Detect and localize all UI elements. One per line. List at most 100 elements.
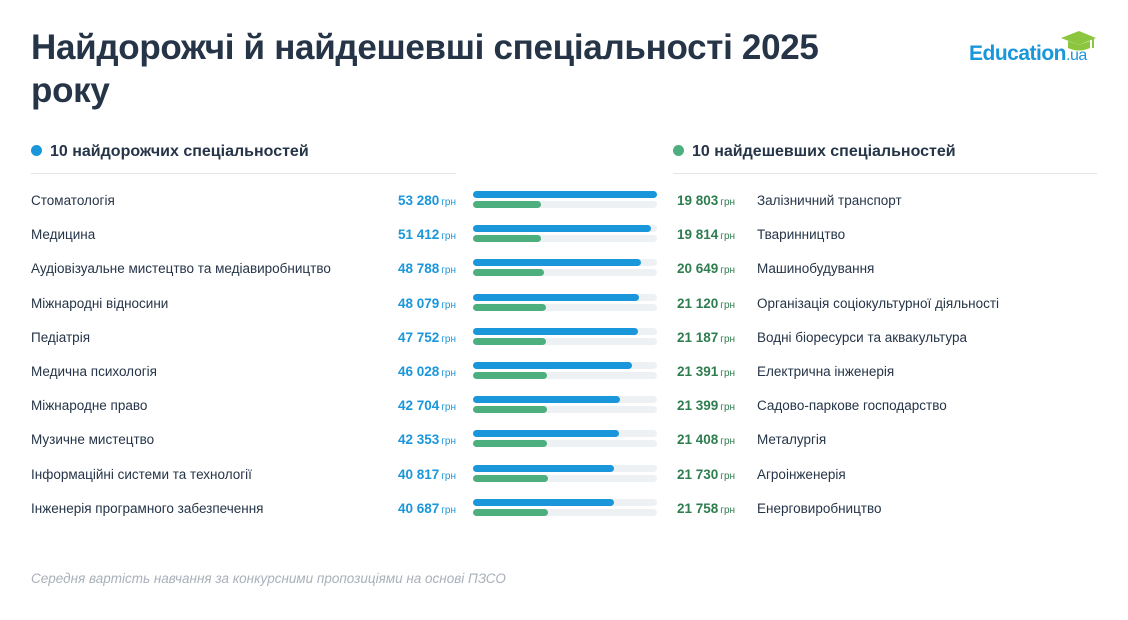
cheap-track (473, 269, 657, 277)
expensive-bar (473, 259, 642, 267)
cheap-name: Тваринництво (757, 227, 846, 243)
expensive-value: 40 687 грн (397, 500, 456, 516)
cheap-bar (473, 337, 547, 345)
expensive-bar (473, 327, 638, 335)
table-row: Педіатрія 47 752 грн 21 187 грн Водні біор… (0, 323, 1128, 357)
table-row: Міжнародні відносини 48 079 грн 21 120 грн… (0, 289, 1128, 323)
expensive-bar (473, 430, 620, 438)
cheap-track (473, 508, 657, 516)
cheap-value: 21 120 грн (677, 295, 736, 311)
expensive-value: 40 817 грн (397, 466, 456, 482)
cheap-bar (473, 235, 542, 243)
cheap-name: Водні біоресурси та аквакультура (757, 329, 968, 345)
expensive-name: Медицина (31, 227, 96, 243)
cheap-name: Залізничний транспорт (757, 193, 902, 208)
expensive-name: Інформаційні системи та технології (31, 466, 252, 482)
expensive-value: 42 353 грн (397, 432, 456, 448)
table-row: Стоматологія 53 280 грн 19 803 грн Залізни… (0, 186, 1128, 220)
expensive-value: 48 079 грн (397, 295, 456, 311)
cheap-track (473, 372, 657, 379)
expensive-name: Музичне мистецтво (31, 432, 155, 448)
cheap-name: Енерговиробництво (757, 500, 882, 516)
cheap-bar (473, 406, 547, 414)
divider (673, 173, 1097, 174)
expensive-bar (473, 293, 640, 301)
cheap-name: Агроінженерія (757, 466, 846, 482)
cheap-name: Електрична інженерія (757, 364, 895, 379)
cheap-value: 21 391 грн (677, 364, 736, 379)
expensive-name: Педіатрія (31, 329, 91, 345)
cheap-bar (473, 372, 547, 379)
expensive-value: 46 028 грн (397, 364, 456, 379)
expensive-track (473, 498, 657, 506)
cheap-name: Організація соціокультурної діяльності (757, 295, 1000, 311)
expensive-name: Аудіовізуальне мистецтво та медіавиробни… (31, 261, 331, 277)
cheap-bar (473, 269, 545, 277)
cheap-bar (473, 201, 542, 208)
cheap-value: 21 187 грн (677, 329, 736, 345)
expensive-track (473, 225, 657, 233)
cheap-bar (473, 508, 549, 516)
graduation-cap-icon (1061, 31, 1096, 51)
table-row: Медицина 51 412 грн 19 814 грн Тваринництв… (0, 220, 1128, 254)
cheap-track (473, 440, 657, 448)
cheap-value: 20 649 грн (677, 261, 736, 277)
cheap-track (473, 474, 657, 482)
cheap-name: Садово-паркове господарство (757, 398, 947, 414)
expensive-bar (473, 464, 614, 472)
cheap-track (473, 201, 657, 208)
table-row: Інженерія програмного забезпечення 40 68… (0, 494, 1128, 528)
cheap-value: 21 399 грн (677, 398, 736, 414)
table-row: Медична психологія 46 028 грн 21 391 грн Е… (0, 357, 1128, 391)
table-row: Аудіовізуальне мистецтво та медіавиробни… (0, 254, 1128, 288)
expensive-track (473, 191, 657, 198)
footnote: Середня вартість навчання за конкурсними… (31, 571, 506, 586)
cheap-legend: 10 найдешевших спеціальностей (673, 143, 956, 161)
expensive-track (473, 430, 657, 438)
cheap-name: Металургія (757, 432, 827, 448)
cheap-value: 21 730 грн (677, 466, 736, 482)
expensive-track (473, 464, 657, 472)
expensive-bar (473, 225, 651, 233)
cheap-value: 19 803 грн (677, 193, 736, 208)
expensive-name: Стоматологія (31, 193, 115, 208)
expensive-value: 47 752 грн (397, 329, 456, 345)
legend-dot-icon (31, 145, 42, 156)
expensive-value: 48 788 грн (397, 261, 456, 277)
cheap-value: 21 408 грн (677, 432, 736, 448)
page-title: Найдорожчі й найдешевші спеціальності 20… (31, 28, 819, 110)
table-row: Інформаційні системи та технології 40 81… (0, 460, 1128, 494)
divider (31, 173, 456, 174)
expensive-track (473, 362, 657, 369)
expensive-name: Інженерія програмного забезпечення (31, 500, 264, 516)
expensive-value: 51 412 грн (397, 227, 456, 243)
expensive-name: Міжнародні відносини (31, 295, 169, 311)
expensive-value: 42 704 грн (397, 398, 456, 414)
expensive-bar (473, 362, 632, 369)
cheap-value: 21 758 грн (677, 500, 736, 516)
cheap-track (473, 235, 657, 243)
expensive-name: Міжнародне право (31, 398, 148, 414)
expensive-track (473, 259, 657, 267)
expensive-bar (473, 396, 621, 404)
expensive-value: 53 280 грн (397, 193, 456, 208)
expensive-bar (473, 498, 614, 506)
expensive-legend: 10 найдорожчих спеціальностей (31, 143, 309, 161)
expensive-track (473, 396, 657, 404)
expensive-track (473, 327, 657, 335)
cheap-bar (473, 474, 549, 482)
cheap-track (473, 337, 657, 345)
cheap-bar (473, 440, 547, 448)
cheap-bar (473, 303, 546, 311)
legend-dot-icon (673, 145, 684, 156)
expensive-name: Медична психологія (31, 364, 157, 379)
cheap-track (473, 303, 657, 311)
table-row: Музичне мистецтво 42 353 грн 21 408 грн Ме… (0, 425, 1128, 459)
cheap-name: Машинобудування (757, 261, 875, 277)
table-row: Міжнародне право 42 704 грн 21 399 грн Сад… (0, 391, 1128, 425)
expensive-track (473, 293, 657, 301)
expensive-bar (473, 191, 657, 198)
cheap-value: 19 814 грн (677, 227, 736, 243)
cheap-track (473, 406, 657, 414)
